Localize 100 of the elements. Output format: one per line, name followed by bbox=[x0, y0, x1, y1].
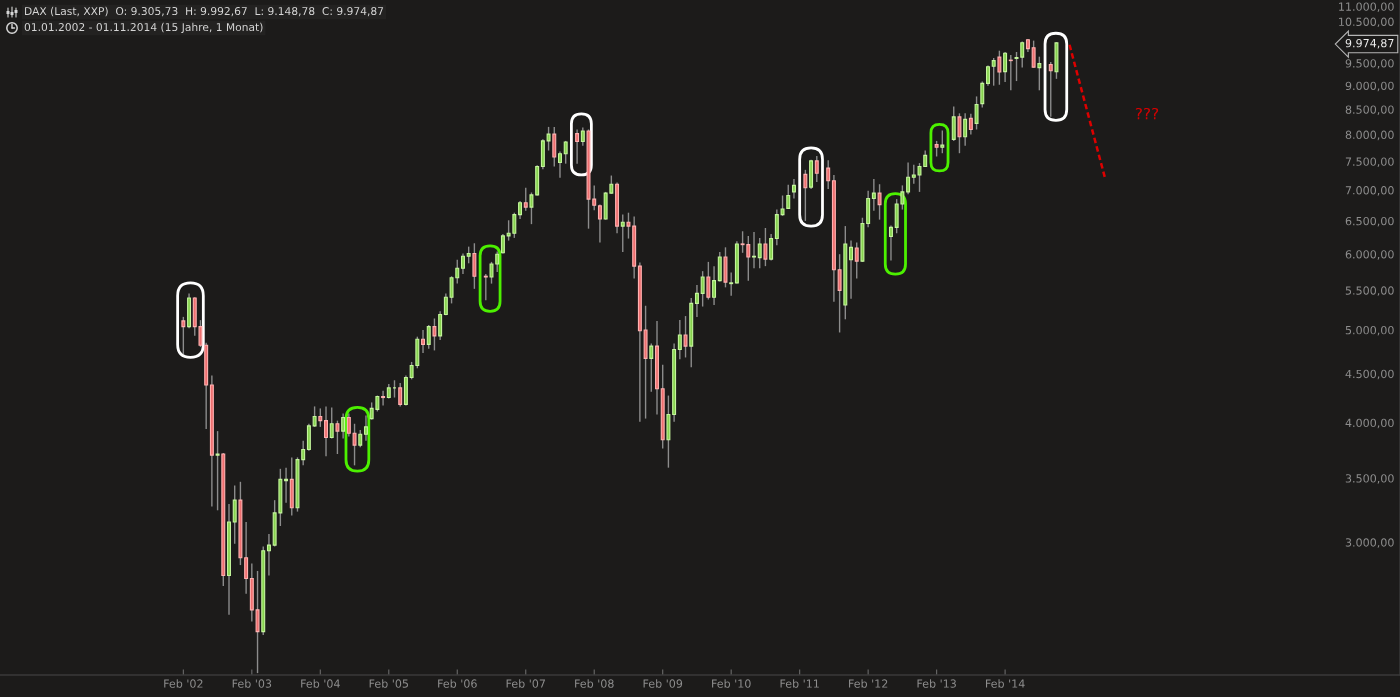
candlestick bbox=[700, 270, 705, 308]
candlestick bbox=[552, 126, 557, 168]
y-tick-label: 9.974,87 bbox=[1345, 38, 1394, 49]
x-tick-label: Feb '09 bbox=[643, 679, 683, 688]
candlestick bbox=[318, 407, 323, 428]
candlestick bbox=[717, 251, 722, 283]
y-tick-label: 5.500,00 bbox=[1345, 286, 1394, 296]
x-tick-label: Feb '14 bbox=[985, 679, 1025, 688]
candlestick bbox=[312, 405, 317, 428]
candlestick bbox=[1003, 51, 1008, 83]
y-tick-label: 7.000,00 bbox=[1345, 186, 1394, 196]
candlestick bbox=[712, 265, 717, 306]
candlestick bbox=[381, 390, 386, 407]
candlestick bbox=[677, 319, 682, 360]
candlestick bbox=[597, 203, 602, 244]
x-tick-label: Feb '07 bbox=[506, 679, 545, 688]
candlestick bbox=[232, 484, 237, 545]
candlestick bbox=[518, 200, 523, 220]
y-tick-label: 6.000,00 bbox=[1345, 250, 1394, 260]
y-tick-label: 3.500,00 bbox=[1345, 474, 1394, 484]
candlestick bbox=[940, 129, 945, 154]
candlestick bbox=[871, 178, 876, 212]
candlestick bbox=[558, 150, 562, 179]
candlestick bbox=[523, 187, 528, 212]
y-tick-label: 7.500,00 bbox=[1345, 157, 1394, 167]
text: 01.01.2002 - 01.11.2014 (15 Jahre, 1 Monat) bbox=[24, 22, 263, 34]
y-tick-label: 10.500,00 bbox=[1339, 17, 1394, 28]
candlestick bbox=[181, 316, 186, 355]
y-tick-label: 5.000,00 bbox=[1345, 325, 1394, 336]
candlestick bbox=[706, 261, 711, 301]
candlestick bbox=[215, 430, 220, 511]
x-tick-label: Feb '04 bbox=[301, 679, 340, 688]
candlestick bbox=[398, 382, 403, 408]
x-tick-label: Feb '13 bbox=[917, 679, 956, 688]
candlestick bbox=[472, 242, 477, 290]
y-tick-label: 6.500,00 bbox=[1345, 216, 1394, 227]
candlestick bbox=[421, 329, 426, 354]
candlestick bbox=[1037, 55, 1042, 92]
candlestick bbox=[324, 405, 328, 457]
y-tick-label: 11.000,00 bbox=[1339, 2, 1394, 12]
candlestick bbox=[580, 126, 585, 147]
candlestick bbox=[341, 412, 346, 440]
x-tick-label: Feb '10 bbox=[712, 679, 751, 688]
candlestick bbox=[694, 284, 699, 318]
candlestick bbox=[757, 237, 762, 269]
candlestick bbox=[951, 105, 956, 142]
candlestick bbox=[968, 113, 973, 136]
candlestick bbox=[432, 317, 437, 352]
candlestick bbox=[763, 227, 768, 267]
candlestick bbox=[854, 241, 859, 280]
candlestick bbox=[837, 253, 842, 334]
candlestick bbox=[483, 273, 488, 301]
candlestick bbox=[335, 419, 340, 455]
candlestick bbox=[1008, 54, 1013, 92]
y-tick-label: 8.000,00 bbox=[1345, 130, 1394, 141]
candlestick bbox=[363, 414, 368, 442]
candlestick bbox=[791, 178, 796, 200]
y-tick-label: 9.000,00 bbox=[1345, 81, 1394, 92]
candlestick bbox=[438, 310, 443, 341]
x-tick-label: Feb '02 bbox=[164, 679, 203, 688]
candlestick bbox=[849, 239, 854, 300]
candlestick bbox=[244, 521, 249, 595]
candlestick bbox=[980, 80, 985, 109]
candlestick bbox=[752, 231, 756, 269]
candlestick bbox=[306, 423, 311, 452]
candlestick bbox=[649, 342, 654, 393]
text: DAX (Last, XXP) O: 9.305,73 H: 9.992,67 L: 9.148,78 C: 9.974,87 bbox=[25, 6, 384, 17]
candlestick bbox=[769, 233, 774, 262]
y-tick-label: 4.000,00 bbox=[1345, 418, 1394, 429]
candlestick bbox=[460, 252, 465, 275]
candlestick bbox=[426, 324, 431, 350]
annotation: ??? bbox=[1135, 107, 1159, 120]
candlestick bbox=[986, 64, 990, 87]
candlestick bbox=[284, 466, 289, 504]
candlestick bbox=[991, 57, 996, 87]
y-tick-label: 9.500,00 bbox=[1345, 59, 1394, 69]
y-tick-label: 8.500,00 bbox=[1345, 105, 1394, 115]
candlestick bbox=[1031, 39, 1036, 69]
x-tick-label: Feb '03 bbox=[232, 679, 272, 688]
candlestick bbox=[1048, 61, 1053, 118]
x-tick-label: Feb '12 bbox=[849, 679, 888, 688]
candlestick bbox=[888, 224, 893, 262]
candlestick bbox=[877, 183, 882, 221]
candlestick bbox=[683, 315, 688, 359]
y-tick-label: 4.500,00 bbox=[1345, 369, 1394, 380]
candlestick bbox=[957, 112, 962, 154]
x-tick-label: Feb '11 bbox=[780, 679, 819, 688]
candlestick bbox=[500, 233, 505, 255]
candlestick bbox=[826, 159, 831, 190]
candlestick bbox=[814, 155, 819, 183]
x-tick-label: Feb '05 bbox=[369, 679, 409, 688]
candlestick bbox=[997, 50, 1002, 86]
candlestick bbox=[729, 271, 734, 297]
x-tick-label: Feb '06 bbox=[438, 679, 477, 688]
candlestick bbox=[974, 95, 979, 131]
candlestick bbox=[266, 533, 271, 577]
candlestick bbox=[803, 169, 808, 222]
candlestick bbox=[620, 213, 625, 253]
candlestick bbox=[329, 406, 334, 440]
candlestick bbox=[963, 112, 968, 147]
